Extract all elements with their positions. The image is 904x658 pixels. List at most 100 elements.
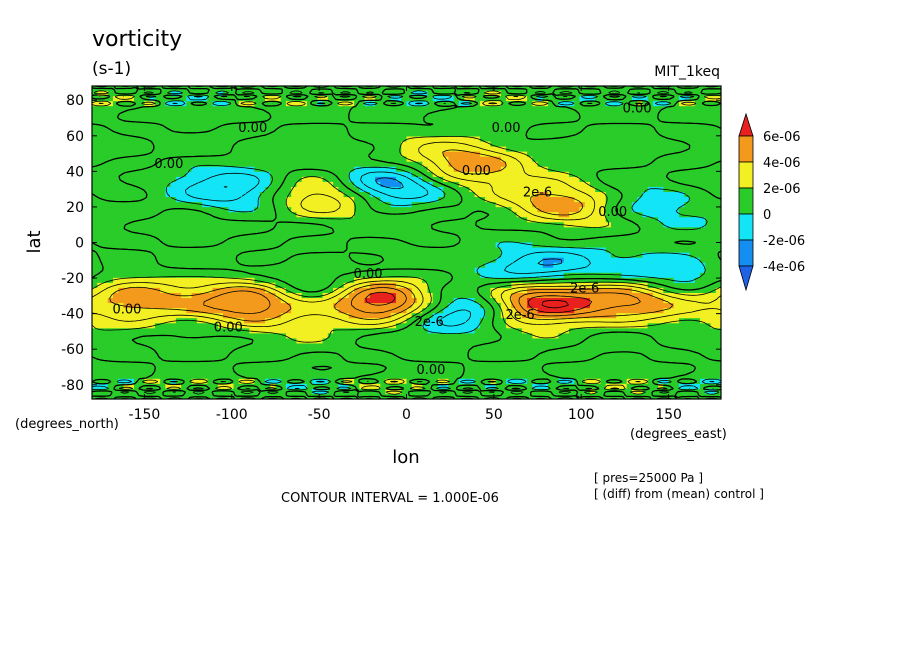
heatmap-cell [92, 146, 98, 153]
heatmap-cell [249, 186, 256, 193]
heatmap-cell [264, 116, 271, 122]
heatmap-cell [600, 207, 607, 213]
heatmap-cell [123, 247, 130, 254]
heatmap-cell [610, 171, 617, 178]
heatmap-cell [427, 252, 434, 259]
heatmap-cell [254, 237, 261, 244]
heatmap-cell [485, 227, 491, 234]
heatmap-cell [558, 202, 565, 208]
heatmap-cell [102, 192, 109, 198]
heatmap-cell [191, 141, 198, 148]
heatmap-cell [139, 262, 146, 269]
heatmap-cell [191, 257, 198, 264]
heatmap-cell [500, 171, 507, 178]
heatmap-cell [516, 252, 523, 259]
heatmap-cell [485, 277, 491, 284]
heatmap-cell [223, 267, 229, 274]
heatmap-cell [133, 131, 140, 138]
heatmap-cell [369, 222, 376, 228]
heatmap-cell [97, 242, 104, 249]
heatmap-cell [673, 282, 680, 289]
heatmap-cell [191, 156, 198, 163]
heatmap-cell [301, 192, 308, 198]
heatmap-cell [427, 232, 434, 239]
heatmap-cell [621, 116, 628, 122]
heatmap-cell [694, 181, 701, 188]
heatmap-cell [495, 111, 502, 117]
heatmap-cell [317, 171, 324, 178]
heatmap-cell [327, 242, 334, 249]
heatmap-cell [264, 151, 271, 158]
heatmap-cell [700, 136, 706, 143]
heatmap-cell [537, 106, 544, 112]
heatmap-cell [579, 217, 586, 223]
heatmap-cell [705, 156, 712, 163]
heatmap-cell [259, 116, 266, 122]
heatmap-cell [621, 91, 628, 97]
heatmap-cell [605, 141, 612, 148]
heatmap-cell [354, 267, 360, 274]
heatmap-cell [427, 242, 434, 249]
heatmap-cell [453, 237, 460, 244]
heatmap-cell [437, 111, 444, 117]
heatmap-cell [673, 252, 680, 259]
heatmap-cell [118, 121, 125, 127]
heatmap-cell [679, 86, 685, 92]
heatmap-cell [385, 116, 392, 122]
heatmap-cell [527, 116, 533, 122]
heatmap-cell [280, 151, 287, 158]
heatmap-cell [181, 116, 187, 122]
heatmap-cell [238, 267, 245, 274]
heatmap-cell [605, 171, 612, 178]
heatmap-cell [97, 106, 104, 112]
heatmap-cell [244, 106, 250, 112]
heatmap-cell [301, 242, 308, 249]
heatmap-cell [406, 227, 413, 234]
heatmap-cell [249, 146, 256, 153]
heatmap-cell [217, 277, 224, 284]
heatmap-cell [658, 277, 664, 284]
heatmap-cell [202, 217, 208, 223]
heatmap-cell [642, 192, 649, 198]
heatmap-cell [238, 161, 245, 168]
heatmap-cell [705, 181, 712, 188]
heatmap-cell [244, 141, 250, 148]
heatmap-cell [181, 192, 187, 198]
heatmap-cell [112, 257, 119, 264]
heatmap-cell [128, 121, 135, 127]
heatmap-cell [610, 126, 617, 133]
heatmap-cell [427, 222, 434, 228]
heatmap-cell [107, 176, 114, 183]
heatmap-cell [401, 111, 408, 117]
heatmap-cell [264, 207, 271, 213]
heatmap-cell [160, 277, 166, 284]
heatmap-cell [306, 257, 313, 264]
heatmap-cell [647, 237, 654, 244]
heatmap-cell [97, 217, 104, 223]
heatmap-cell [92, 181, 98, 188]
heatmap-cell [506, 252, 512, 259]
heatmap-cell [249, 121, 256, 127]
heatmap-cell [521, 171, 528, 178]
heatmap-cell [574, 151, 581, 158]
heatmap-cell [658, 247, 664, 254]
heatmap-cell [548, 151, 554, 158]
heatmap-cell [92, 212, 98, 218]
heatmap-cell [715, 146, 721, 153]
heatmap-cell [605, 126, 612, 133]
heatmap-cell [710, 101, 717, 107]
heatmap-cell [479, 176, 486, 183]
heatmap-cell [228, 116, 235, 122]
heatmap-cell [511, 212, 518, 218]
heatmap-cell [270, 166, 277, 173]
heatmap-cell [186, 237, 193, 244]
heatmap-cell [327, 222, 334, 228]
heatmap-cell [186, 101, 193, 107]
heatmap-cell [217, 232, 224, 239]
heatmap-cell [228, 161, 235, 168]
heatmap-cell [584, 126, 591, 133]
heatmap-cell [453, 101, 460, 107]
heatmap-cell [453, 136, 460, 143]
heatmap-cell [144, 156, 151, 163]
heatmap-cell [527, 181, 533, 188]
